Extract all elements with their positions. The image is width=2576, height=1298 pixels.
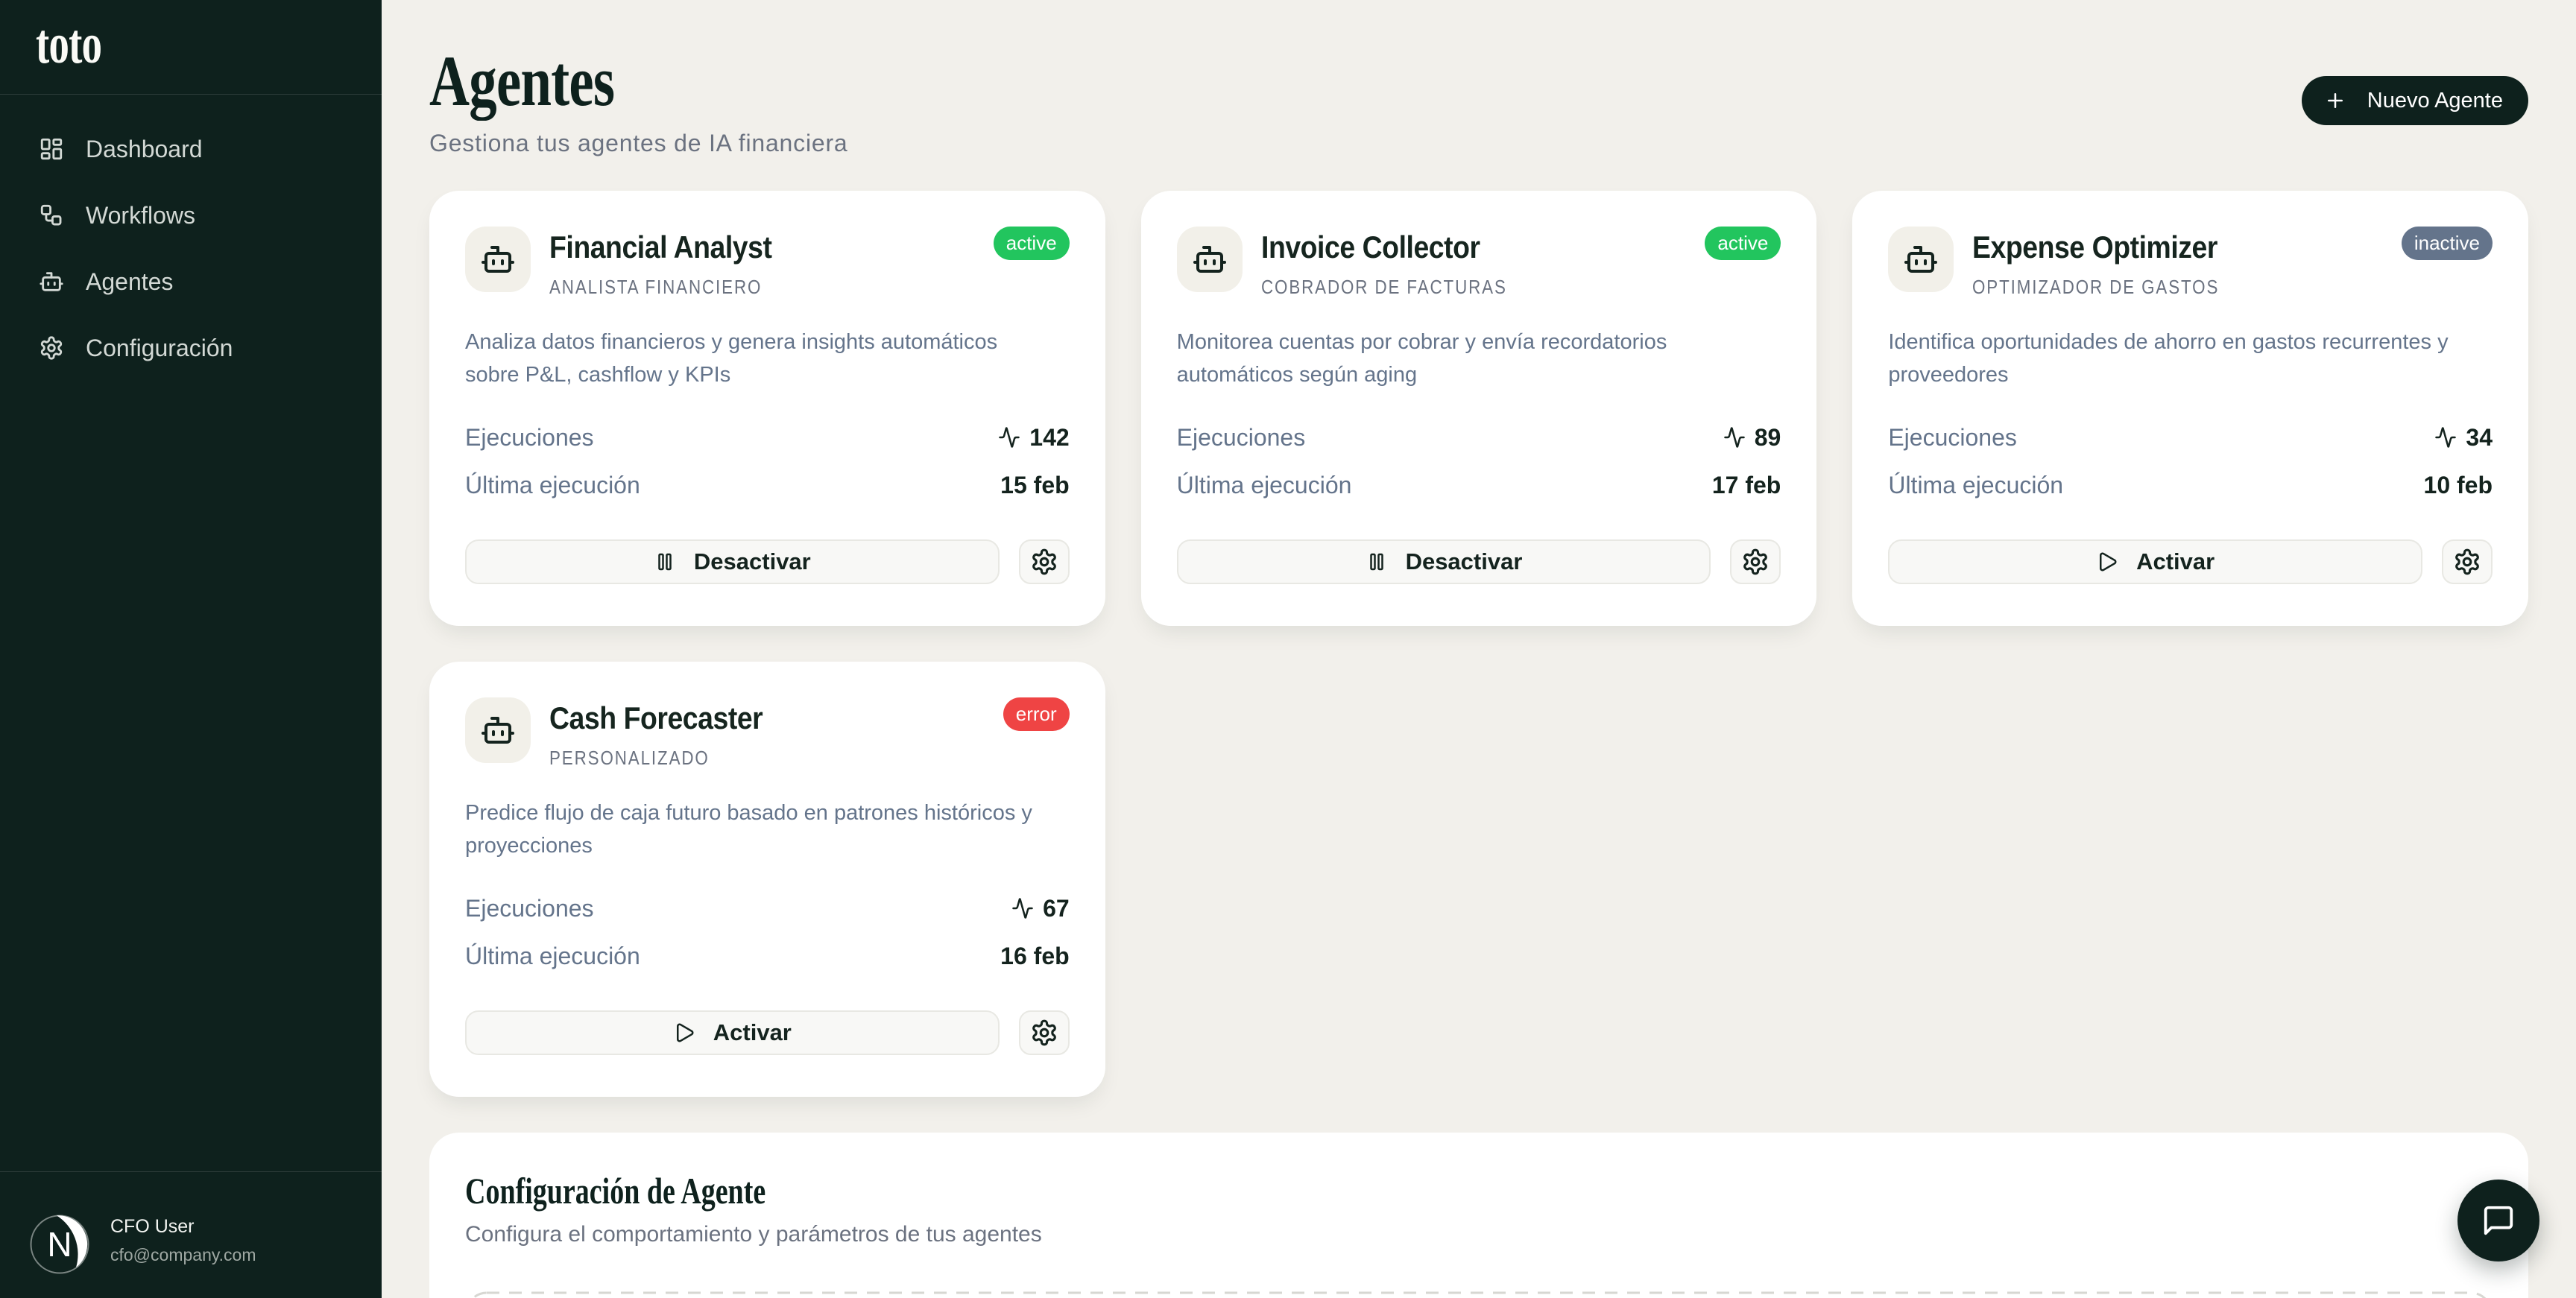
svg-text:N: N [47,1225,72,1264]
